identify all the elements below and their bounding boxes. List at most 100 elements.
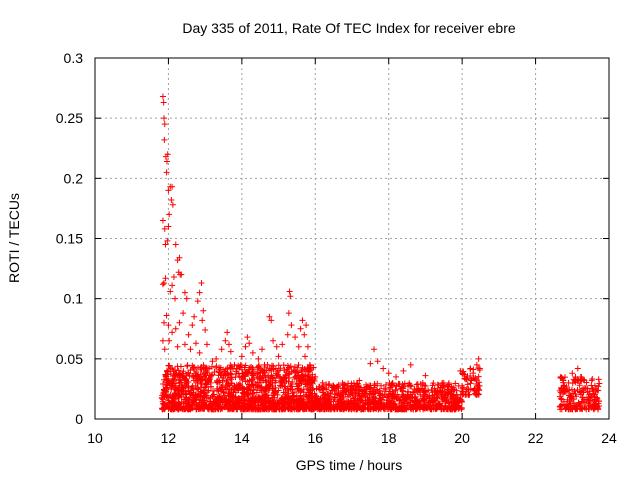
data-point bbox=[280, 389, 287, 396]
data-point bbox=[201, 384, 208, 391]
data-point bbox=[369, 388, 376, 395]
data-point bbox=[172, 325, 179, 332]
data-point bbox=[377, 396, 384, 403]
data-point bbox=[307, 390, 314, 397]
data-point bbox=[176, 254, 183, 261]
data-point bbox=[255, 355, 262, 362]
data-point bbox=[236, 380, 243, 387]
data-point bbox=[475, 355, 482, 362]
data-point bbox=[274, 368, 281, 375]
data-point bbox=[282, 372, 289, 379]
chart-title: Day 335 of 2011, Rate Of TEC Index for r… bbox=[182, 20, 516, 36]
data-point bbox=[160, 380, 167, 387]
data-point bbox=[464, 373, 471, 380]
data-point bbox=[305, 366, 312, 373]
data-point bbox=[190, 366, 197, 373]
data-point bbox=[398, 385, 405, 392]
data-point bbox=[174, 343, 181, 350]
data-point bbox=[244, 334, 251, 341]
data-point bbox=[303, 322, 310, 329]
data-point bbox=[380, 365, 387, 372]
data-point bbox=[191, 397, 198, 404]
data-point bbox=[380, 400, 387, 407]
data-point bbox=[476, 379, 483, 386]
data-point bbox=[299, 317, 306, 324]
data-point bbox=[352, 391, 359, 398]
data-point bbox=[240, 373, 247, 380]
data-point bbox=[170, 368, 177, 375]
data-point bbox=[372, 405, 379, 412]
data-point bbox=[185, 331, 192, 338]
data-point bbox=[312, 373, 319, 380]
y-axis-label: ROTI / TECUs bbox=[6, 193, 22, 283]
data-point bbox=[276, 367, 283, 374]
data-point bbox=[192, 340, 199, 347]
y-tick-label: 0.2 bbox=[64, 170, 84, 186]
data-point bbox=[476, 387, 483, 394]
data-point bbox=[176, 393, 183, 400]
data-point bbox=[227, 348, 234, 355]
data-point bbox=[570, 396, 577, 403]
data-point bbox=[177, 377, 184, 384]
data-point bbox=[407, 391, 414, 398]
data-point bbox=[412, 393, 419, 400]
data-point bbox=[434, 388, 441, 395]
data-point bbox=[384, 394, 391, 401]
data-point bbox=[259, 346, 266, 353]
data-point bbox=[265, 395, 272, 402]
data-point bbox=[233, 366, 240, 373]
data-point bbox=[399, 387, 406, 394]
data-point bbox=[164, 369, 171, 376]
data-point bbox=[328, 404, 335, 411]
data-point bbox=[304, 386, 311, 393]
data-point bbox=[178, 271, 185, 278]
data-point bbox=[238, 393, 245, 400]
data-point bbox=[302, 353, 309, 360]
data-point bbox=[174, 387, 181, 394]
data-point bbox=[400, 367, 407, 374]
data-point bbox=[290, 405, 297, 412]
data-point bbox=[184, 363, 191, 370]
data-point bbox=[248, 383, 255, 390]
data-point bbox=[403, 396, 410, 403]
data-point bbox=[274, 391, 281, 398]
data-point bbox=[222, 337, 229, 344]
data-point bbox=[232, 394, 239, 401]
data-point bbox=[561, 387, 568, 394]
data-point bbox=[283, 369, 290, 376]
data-point bbox=[367, 360, 374, 367]
data-point bbox=[560, 379, 567, 386]
data-point bbox=[295, 382, 302, 389]
data-point bbox=[460, 370, 467, 377]
data-point bbox=[467, 365, 474, 372]
data-point bbox=[194, 379, 201, 386]
data-point bbox=[205, 387, 212, 394]
data-point bbox=[594, 406, 601, 413]
data-point bbox=[226, 385, 233, 392]
data-point bbox=[172, 295, 179, 302]
y-tick-label: 0.15 bbox=[56, 231, 83, 247]
data-point bbox=[331, 384, 338, 391]
data-point bbox=[393, 373, 400, 380]
data-point bbox=[371, 400, 378, 407]
data-point bbox=[249, 381, 256, 388]
data-point bbox=[297, 325, 304, 332]
data-point bbox=[344, 399, 351, 406]
data-point bbox=[217, 399, 224, 406]
x-tick-label: 22 bbox=[528, 430, 544, 446]
x-axis-label: GPS time / hours bbox=[296, 457, 403, 473]
data-point bbox=[209, 358, 216, 365]
data-point bbox=[558, 374, 565, 381]
grid bbox=[95, 58, 609, 419]
data-point bbox=[588, 382, 595, 389]
data-point bbox=[332, 394, 339, 401]
data-point bbox=[588, 404, 595, 411]
data-point bbox=[445, 400, 452, 407]
data-point bbox=[440, 406, 447, 413]
data-point bbox=[201, 370, 208, 377]
data-point bbox=[161, 319, 168, 326]
data-point bbox=[316, 384, 323, 391]
data-point bbox=[184, 402, 191, 409]
data-point bbox=[438, 395, 445, 402]
x-tick-label: 18 bbox=[381, 430, 397, 446]
